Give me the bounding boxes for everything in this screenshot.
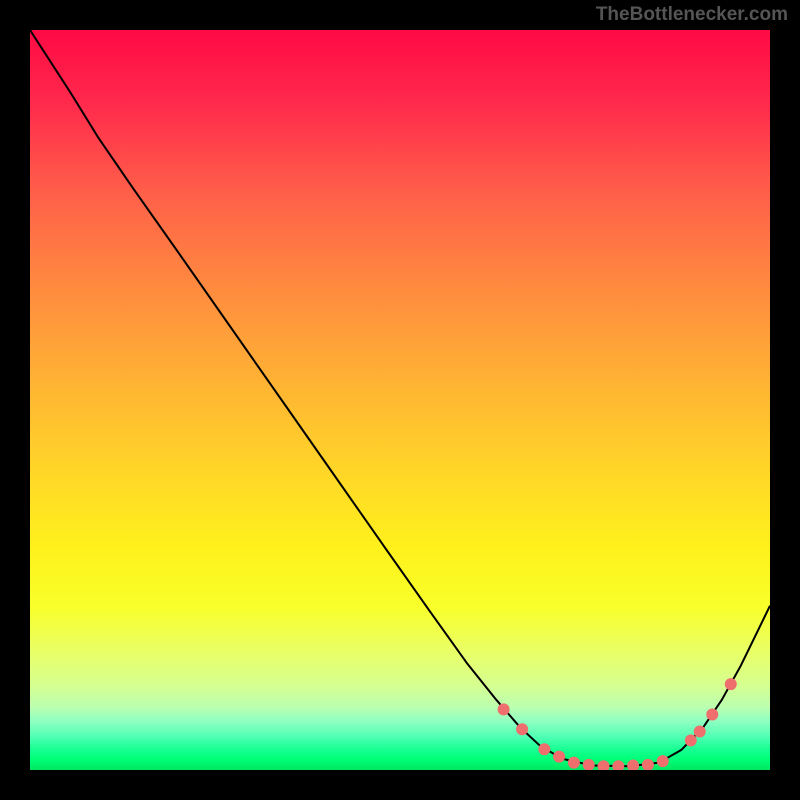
marker-dot <box>725 678 737 690</box>
marker-dot <box>706 709 718 721</box>
bottleneck-curve <box>30 30 770 766</box>
marker-dot <box>516 723 528 735</box>
markers-group <box>498 678 737 770</box>
plot-area <box>30 30 770 770</box>
marker-dot <box>694 726 706 738</box>
marker-dot <box>627 760 639 770</box>
marker-dot <box>657 755 669 767</box>
marker-dot <box>685 734 697 746</box>
watermark-text: TheBottlenecker.com <box>596 4 788 26</box>
marker-dot <box>538 743 550 755</box>
chart-overlay <box>30 30 770 770</box>
marker-dot <box>568 757 580 769</box>
marker-dot <box>583 759 595 770</box>
marker-dot <box>642 759 654 770</box>
marker-dot <box>553 751 565 763</box>
marker-dot <box>598 760 610 770</box>
marker-dot <box>612 760 624 770</box>
marker-dot <box>498 703 510 715</box>
